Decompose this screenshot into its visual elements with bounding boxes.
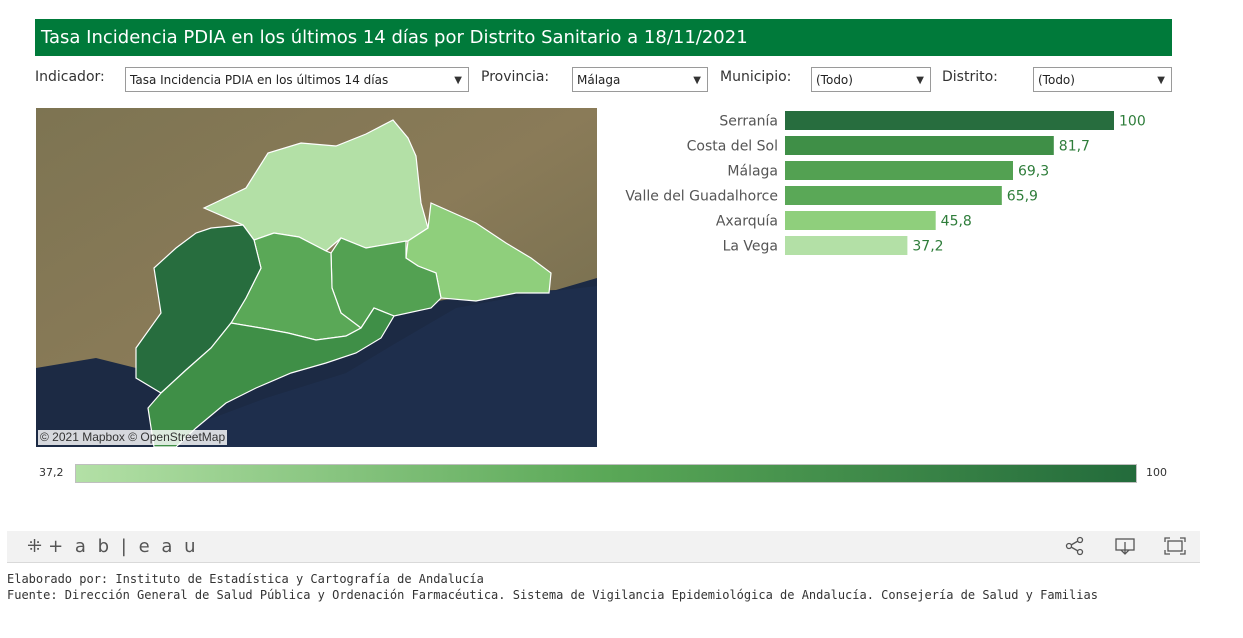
- indicador-select[interactable]: Tasa Incidencia PDIA en los últimos 14 d…: [125, 67, 469, 92]
- bar[interactable]: [785, 161, 1013, 180]
- credit-fuente: Fuente: Dirección General de Salud Públi…: [7, 588, 1098, 602]
- bar-value-label: 81,7: [1059, 139, 1090, 155]
- dashboard-title: Tasa Incidencia PDIA en los últimos 14 d…: [35, 19, 1172, 56]
- bar[interactable]: [785, 136, 1054, 155]
- dropdown-arrow-icon: ▼: [1157, 75, 1165, 86]
- bar-value-label: 37,2: [912, 239, 943, 255]
- bar-value-label: 100: [1119, 114, 1146, 130]
- legend-max-label: 100: [1146, 466, 1167, 479]
- credit-elaborado: Elaborado por: Instituto de Estadística …: [7, 572, 484, 586]
- tableau-toolbar: ⁜ + a b | e a u: [7, 531, 1200, 563]
- bar-value-label: 65,9: [1007, 189, 1038, 205]
- provincia-label: Provincia:: [481, 69, 550, 85]
- distrito-label: Distrito:: [942, 69, 998, 85]
- district-map[interactable]: © 2021 Mapbox © OpenStreetMap: [36, 108, 597, 447]
- distrito-select[interactable]: (Todo) ▼: [1033, 67, 1172, 92]
- indicador-value: Tasa Incidencia PDIA en los últimos 14 d…: [130, 73, 389, 87]
- distrito-value: (Todo): [1038, 73, 1075, 87]
- tableau-logo[interactable]: ⁜ + a b | e a u: [27, 536, 199, 557]
- legend-min-label: 37,2: [39, 466, 64, 479]
- dropdown-arrow-icon: ▼: [454, 75, 462, 86]
- map-svg: [36, 108, 597, 447]
- municipio-value: (Todo): [816, 73, 853, 87]
- share-icon[interactable]: [1065, 536, 1085, 561]
- bar[interactable]: [785, 211, 936, 230]
- map-attribution[interactable]: © 2021 Mapbox © OpenStreetMap: [38, 430, 228, 445]
- bar-value-label: 45,8: [941, 214, 972, 230]
- bar-category-label: Costa del Sol: [687, 139, 778, 155]
- provincia-value: Málaga: [577, 73, 621, 87]
- municipio-select[interactable]: (Todo) ▼: [811, 67, 931, 92]
- bar-value-label: 69,3: [1018, 164, 1049, 180]
- fullscreen-icon[interactable]: [1163, 536, 1187, 561]
- bar-category-label: Serranía: [719, 114, 778, 130]
- dropdown-arrow-icon: ▼: [916, 75, 924, 86]
- color-legend-bar: [75, 464, 1137, 483]
- bar[interactable]: [785, 236, 908, 255]
- indicador-label: Indicador:: [35, 69, 105, 85]
- bar[interactable]: [785, 111, 1114, 130]
- bar-category-label: Valle del Guadalhorce: [625, 189, 778, 205]
- bar-category-label: La Vega: [723, 239, 778, 255]
- bar-chart: Serranía 100 Costa del Sol 81,7 Málaga 69,3 Va…: [625, 111, 1146, 255]
- bar[interactable]: [785, 186, 1002, 205]
- tableau-cross-icon: ⁜: [27, 536, 43, 557]
- sea-deep: [176, 286, 597, 447]
- provincia-select[interactable]: Málaga ▼: [572, 67, 708, 92]
- bar-category-label: Málaga: [727, 164, 778, 180]
- dropdown-arrow-icon: ▼: [693, 75, 701, 86]
- bar-category-label: Axarquía: [716, 214, 778, 230]
- municipio-label: Municipio:: [720, 69, 792, 85]
- download-icon[interactable]: [1114, 536, 1136, 561]
